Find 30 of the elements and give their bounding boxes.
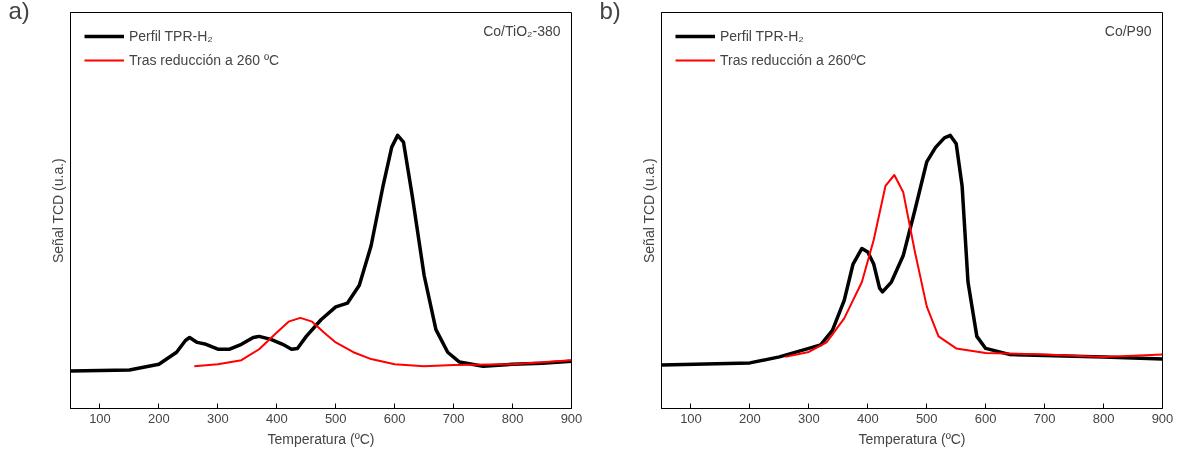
x-tick-label: 600 — [383, 410, 406, 426]
x-axis-title: Temperatura (ºC) — [858, 430, 966, 447]
y-axis-title: Señal TCD (u.a.) — [640, 158, 657, 264]
x-tick-label: 400 — [265, 410, 288, 426]
x-tick-label: 500 — [915, 410, 938, 426]
x-tick-label: 700 — [1033, 410, 1056, 426]
x-tick-label: 400 — [856, 410, 879, 426]
text: Co/TiO₂-380 — [483, 22, 561, 39]
x-axis-title: Temperatura (ºC) — [267, 430, 375, 447]
y-axis-title: Señal TCD (u.a.) — [49, 158, 66, 264]
x-tick-label: 600 — [974, 410, 997, 426]
x-tick-label: 800 — [501, 410, 524, 426]
x-tick-label: 300 — [207, 410, 229, 426]
x-tick-label: 100 — [680, 410, 702, 426]
x-tick-label: 300 — [798, 410, 820, 426]
text: b) — [599, 0, 621, 24]
legend-label: Tras reducción a 260ºC — [720, 52, 867, 68]
x-tick-label: 200 — [739, 410, 761, 426]
x-tick-label: 100 — [89, 410, 111, 426]
legend-label: Perfil TPR-H₂ — [720, 28, 804, 44]
legend-label: Tras reducción a 260 ºC — [129, 52, 280, 68]
x-tick-label: 200 — [148, 410, 170, 426]
legend-label: Perfil TPR-H₂ — [129, 28, 213, 44]
x-tick-label: 900 — [1151, 410, 1174, 426]
x-tick-label: 900 — [560, 410, 583, 426]
text: a) — [8, 0, 30, 24]
text: Co/P90 — [1104, 22, 1152, 39]
x-tick-label: 500 — [324, 410, 347, 426]
x-tick-label: 800 — [1092, 410, 1115, 426]
x-tick-label: 700 — [442, 410, 465, 426]
